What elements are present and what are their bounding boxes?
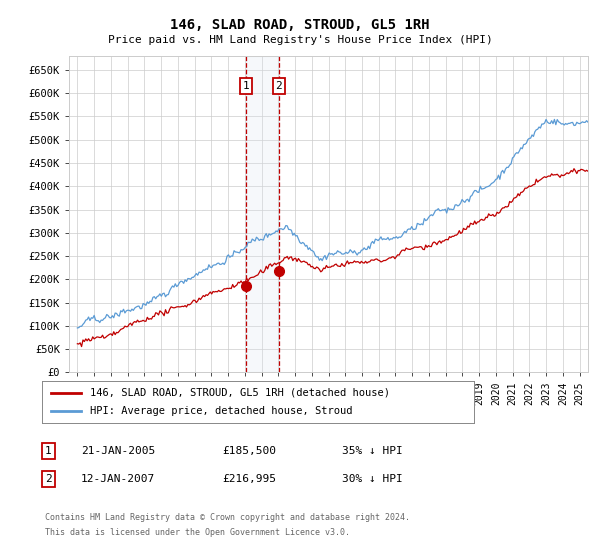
Text: HPI: Average price, detached house, Stroud: HPI: Average price, detached house, Stro… [89,406,352,416]
Text: £216,995: £216,995 [222,474,276,484]
Text: £185,500: £185,500 [222,446,276,456]
Text: 35% ↓ HPI: 35% ↓ HPI [342,446,403,456]
Text: 12-JAN-2007: 12-JAN-2007 [81,474,155,484]
Text: 1: 1 [242,81,249,91]
Bar [246,56,279,372]
Text: 21-JAN-2005: 21-JAN-2005 [81,446,155,456]
Text: 2: 2 [275,81,282,91]
Text: Price paid vs. HM Land Registry's House Price Index (HPI): Price paid vs. HM Land Registry's House … [107,35,493,45]
Text: 146, SLAD ROAD, STROUD, GL5 1RH (detached house): 146, SLAD ROAD, STROUD, GL5 1RH (detache… [89,388,389,398]
Text: This data is licensed under the Open Government Licence v3.0.: This data is licensed under the Open Gov… [45,528,350,537]
Text: 1: 1 [45,446,52,456]
Text: 30% ↓ HPI: 30% ↓ HPI [342,474,403,484]
Text: Contains HM Land Registry data © Crown copyright and database right 2024.: Contains HM Land Registry data © Crown c… [45,513,410,522]
Text: 2: 2 [45,474,52,484]
Text: 146, SLAD ROAD, STROUD, GL5 1RH: 146, SLAD ROAD, STROUD, GL5 1RH [170,18,430,32]
